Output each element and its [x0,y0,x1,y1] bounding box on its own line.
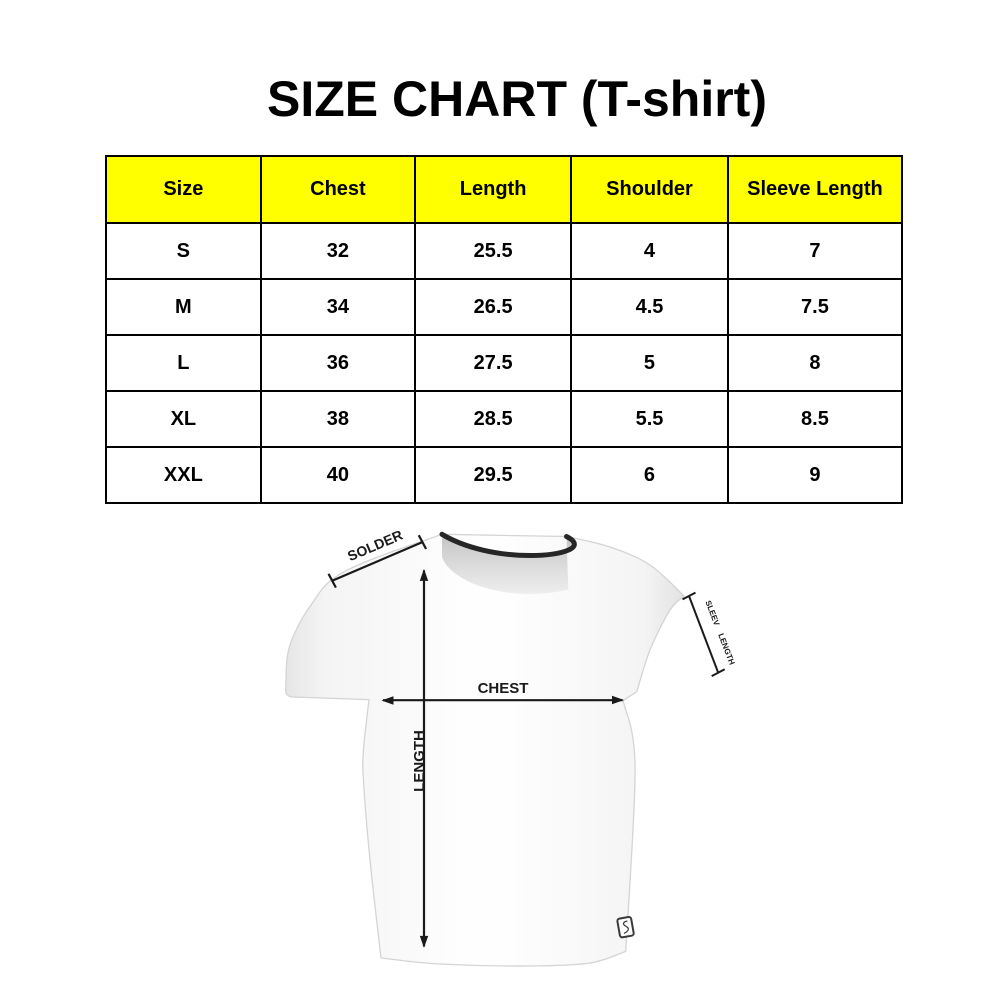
svg-text:LENGTH: LENGTH [411,730,428,792]
svg-text:LENGTH: LENGTH [716,632,736,666]
svg-text:SLEEV: SLEEV [703,599,721,627]
svg-text:CHEST: CHEST [478,680,529,697]
